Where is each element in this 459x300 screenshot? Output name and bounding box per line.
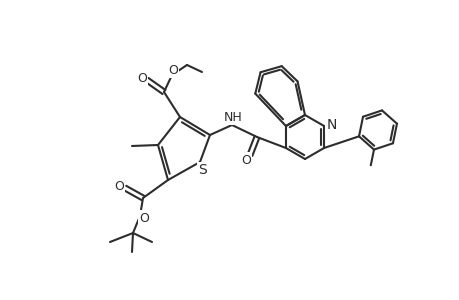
Text: O: O xyxy=(241,154,251,166)
Text: O: O xyxy=(168,64,178,76)
Text: O: O xyxy=(139,212,149,224)
Text: O: O xyxy=(137,71,146,85)
Text: NH: NH xyxy=(223,110,242,124)
Text: S: S xyxy=(198,163,207,177)
Text: O: O xyxy=(114,181,123,194)
Text: N: N xyxy=(326,118,336,132)
